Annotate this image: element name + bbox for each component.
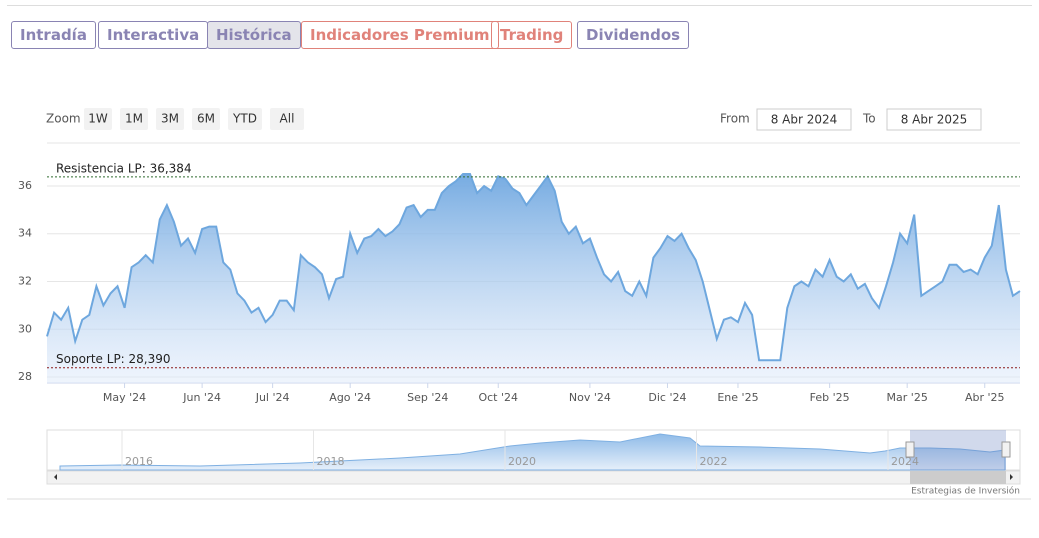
navigator-year: 2022 xyxy=(700,455,728,468)
navigator-years: 2016 2018 2020 2022 2024 xyxy=(121,430,919,470)
from-input[interactable] xyxy=(756,108,852,131)
navigator-year: 2016 xyxy=(125,455,153,468)
to-value: 8 Abr 2025 xyxy=(901,113,968,127)
x-tick-label: Ene '25 xyxy=(717,391,758,404)
area xyxy=(47,174,1020,383)
y-tick-label: 28 xyxy=(18,370,32,383)
navigator-year: 2018 xyxy=(317,455,345,468)
x-tick-label: Abr '25 xyxy=(965,391,1005,404)
y-tick-label: 32 xyxy=(18,275,32,288)
x-tick-label: Dic '24 xyxy=(648,391,686,404)
x-tick-label: Oct '24 xyxy=(478,391,518,404)
from-label: From xyxy=(720,112,750,126)
navigator-handle[interactable] xyxy=(1001,441,1011,458)
zoom-button[interactable] xyxy=(120,108,148,130)
x-tick-label: Sep '24 xyxy=(407,391,448,404)
plot: 28 30 32 34 36 May '24 Jun '24 Jul '24 Ago '24 Se… xyxy=(18,161,1021,404)
navigator: 2016 2018 2020 2022 2024 xyxy=(46,429,1021,485)
navigator-handle[interactable] xyxy=(905,441,915,458)
tab[interactable]: Intradía xyxy=(11,21,96,49)
y-tick-label: 34 xyxy=(18,227,32,240)
zoom-button-label: 6M xyxy=(197,112,215,126)
tab[interactable]: Indicadores Premium xyxy=(301,21,499,49)
x-tick-label: Mar '25 xyxy=(887,391,928,404)
zoom-label: Zoom xyxy=(46,112,81,126)
zoom-button-label: 3M xyxy=(161,112,179,126)
line xyxy=(46,173,1021,362)
x-tick-label: Ago '24 xyxy=(329,391,371,404)
tab[interactable]: Histórica xyxy=(207,21,301,49)
chart: Zoom 1W 1M 3M 6M YTD All From 8 Abr 2024 To 8… xyxy=(7,108,1031,500)
zoom-button-label: 1W xyxy=(88,112,108,126)
x-tick-label: Jul '24 xyxy=(255,391,290,404)
x-tick-label: Jun '24 xyxy=(182,391,221,404)
x-tick-label: Feb '25 xyxy=(810,391,850,404)
reference-label: Soporte LP: 28,390 xyxy=(56,352,171,366)
zoom-button[interactable] xyxy=(84,108,112,130)
top-rule xyxy=(7,5,1032,6)
zoom-button-label: All xyxy=(280,112,295,126)
zoom-button[interactable] xyxy=(156,108,184,130)
y-tick-label: 36 xyxy=(18,179,32,192)
reference-label: Resistencia LP: 36,384 xyxy=(56,161,192,175)
tab[interactable]: Dividendos xyxy=(577,21,690,49)
navigator-selection[interactable] xyxy=(910,430,1006,470)
zoom-buttons: 1W 1M 3M 6M YTD All xyxy=(84,108,304,130)
tab[interactable]: Trading xyxy=(491,21,573,49)
zoom-button[interactable] xyxy=(270,108,304,130)
zoom-button-label: YTD xyxy=(232,112,257,126)
x-tick-label: Nov '24 xyxy=(569,391,611,404)
navigator-year: 2020 xyxy=(508,455,536,468)
credits: Estrategias de Inversión xyxy=(911,486,1020,497)
tab[interactable]: Interactiva xyxy=(98,21,209,49)
from-value: 8 Abr 2024 xyxy=(771,113,838,127)
to-label: To xyxy=(862,112,876,126)
navigator-year: 2024 xyxy=(891,455,919,468)
y-tick-label: 30 xyxy=(18,322,32,335)
zoom-button-label: 1M xyxy=(125,112,143,126)
x-tick-label: May '24 xyxy=(103,391,146,404)
page: Intradía Interactiva Histórica Indicador… xyxy=(7,5,1032,500)
to-input[interactable] xyxy=(886,108,982,131)
zoom-button[interactable] xyxy=(228,108,262,130)
navigator-series xyxy=(59,433,1006,471)
zoom-button[interactable] xyxy=(192,108,220,130)
